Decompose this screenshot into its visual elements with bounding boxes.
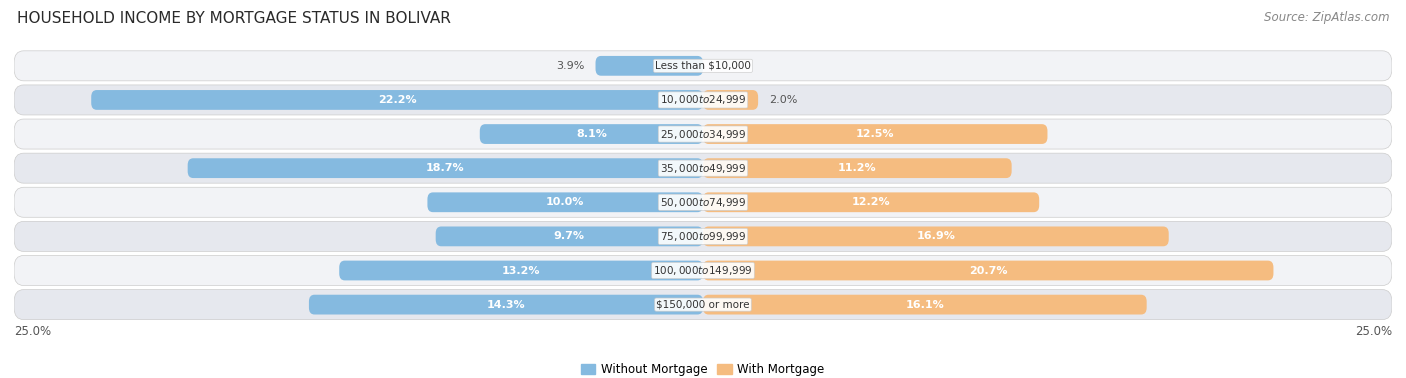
Text: $25,000 to $34,999: $25,000 to $34,999	[659, 127, 747, 141]
Text: 9.7%: 9.7%	[554, 231, 585, 242]
Text: 12.5%: 12.5%	[856, 129, 894, 139]
Text: $10,000 to $24,999: $10,000 to $24,999	[659, 93, 747, 107]
FancyBboxPatch shape	[703, 226, 1168, 246]
Text: 14.3%: 14.3%	[486, 300, 526, 310]
Text: 11.2%: 11.2%	[838, 163, 876, 173]
FancyBboxPatch shape	[479, 124, 703, 144]
Text: 16.9%: 16.9%	[917, 231, 955, 242]
FancyBboxPatch shape	[703, 192, 1039, 212]
Text: 16.1%: 16.1%	[905, 300, 945, 310]
FancyBboxPatch shape	[339, 260, 703, 280]
FancyBboxPatch shape	[14, 119, 1392, 149]
Text: $35,000 to $49,999: $35,000 to $49,999	[659, 162, 747, 175]
FancyBboxPatch shape	[14, 256, 1392, 285]
Text: 18.7%: 18.7%	[426, 163, 464, 173]
FancyBboxPatch shape	[703, 124, 1047, 144]
Text: 3.9%: 3.9%	[557, 61, 585, 71]
FancyBboxPatch shape	[91, 90, 703, 110]
Text: 8.1%: 8.1%	[576, 129, 607, 139]
Text: Source: ZipAtlas.com: Source: ZipAtlas.com	[1264, 11, 1389, 24]
FancyBboxPatch shape	[703, 90, 758, 110]
FancyBboxPatch shape	[14, 222, 1392, 251]
FancyBboxPatch shape	[187, 158, 703, 178]
FancyBboxPatch shape	[427, 192, 703, 212]
Legend: Without Mortgage, With Mortgage: Without Mortgage, With Mortgage	[576, 358, 830, 378]
FancyBboxPatch shape	[703, 295, 1147, 314]
Text: 10.0%: 10.0%	[546, 197, 585, 207]
FancyBboxPatch shape	[14, 51, 1392, 81]
Text: $150,000 or more: $150,000 or more	[657, 300, 749, 310]
Text: $100,000 to $149,999: $100,000 to $149,999	[654, 264, 752, 277]
Text: 25.0%: 25.0%	[14, 325, 51, 338]
FancyBboxPatch shape	[14, 153, 1392, 183]
FancyBboxPatch shape	[436, 226, 703, 246]
FancyBboxPatch shape	[14, 290, 1392, 320]
FancyBboxPatch shape	[14, 187, 1392, 217]
FancyBboxPatch shape	[309, 295, 703, 314]
Text: HOUSEHOLD INCOME BY MORTGAGE STATUS IN BOLIVAR: HOUSEHOLD INCOME BY MORTGAGE STATUS IN B…	[17, 11, 451, 26]
Text: $75,000 to $99,999: $75,000 to $99,999	[659, 230, 747, 243]
FancyBboxPatch shape	[14, 85, 1392, 115]
Text: 22.2%: 22.2%	[378, 95, 416, 105]
Text: 25.0%: 25.0%	[1355, 325, 1392, 338]
FancyBboxPatch shape	[703, 260, 1274, 280]
Text: 20.7%: 20.7%	[969, 265, 1008, 276]
Text: $50,000 to $74,999: $50,000 to $74,999	[659, 196, 747, 209]
Text: 12.2%: 12.2%	[852, 197, 890, 207]
Text: 2.0%: 2.0%	[769, 95, 797, 105]
FancyBboxPatch shape	[703, 158, 1012, 178]
FancyBboxPatch shape	[596, 56, 703, 76]
Text: 13.2%: 13.2%	[502, 265, 540, 276]
Text: Less than $10,000: Less than $10,000	[655, 61, 751, 71]
